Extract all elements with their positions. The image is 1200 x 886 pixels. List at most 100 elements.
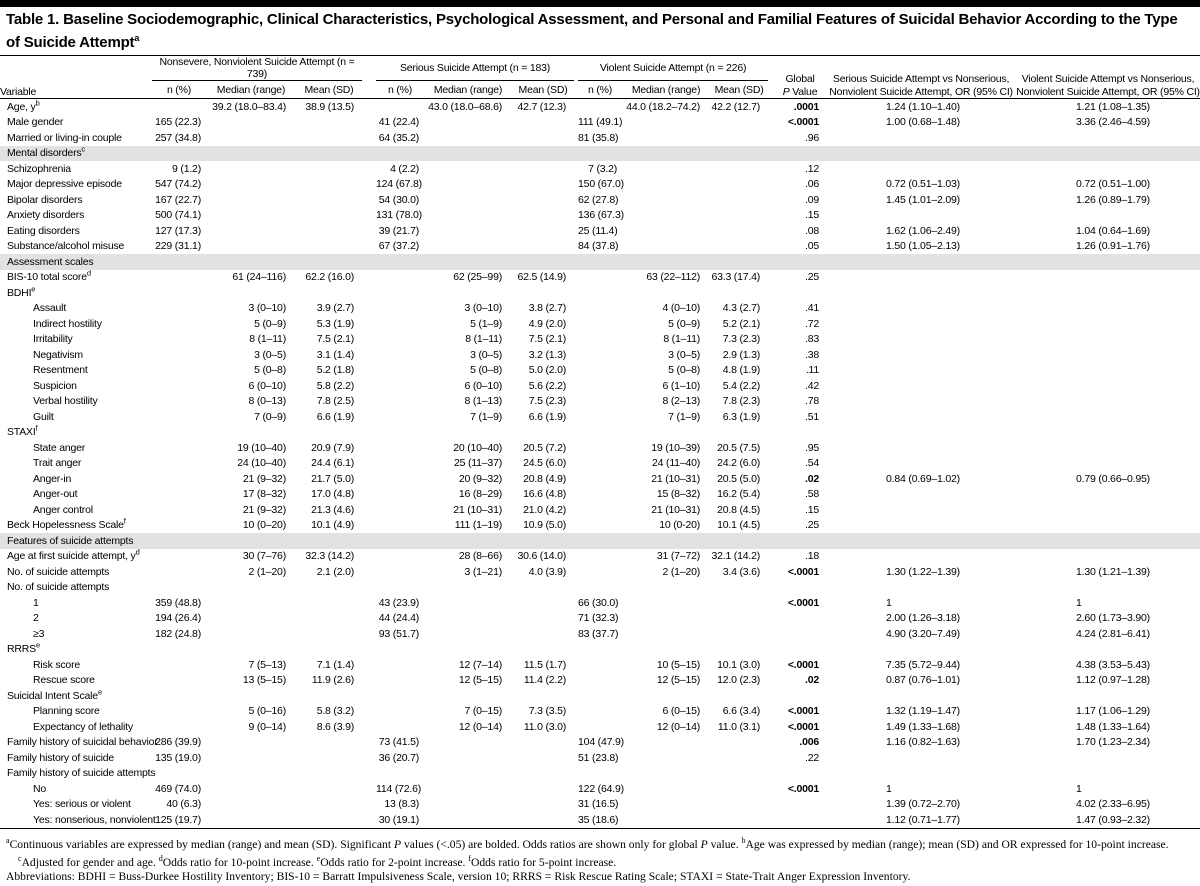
table-row: Planning score 5 (0–16) 5.8 (3.2) 7 (0–15) 7… (0, 704, 1200, 720)
cell: 5 (0–8) (470, 364, 503, 377)
cell: 83 (37.7) (578, 627, 619, 640)
cell (512, 192, 574, 208)
cell: 10 (0–20) (242, 519, 286, 532)
cell (826, 347, 1016, 363)
cell: .51 (805, 410, 820, 423)
cell: 20.5 (5.0) (717, 472, 761, 485)
cell: 6.3 (1.9) (722, 410, 761, 423)
cell: 6.6 (3.4) (722, 705, 761, 718)
header-group-violent: Violent Suicide Attempt (n = 226) (578, 55, 769, 81)
gap-cell (362, 518, 376, 534)
cell (1016, 518, 1200, 534)
cell: .18 (805, 550, 820, 563)
table-body: Age, yb 39.2 (18.0–83.4) 38.9 (13.5) 43.0 (… (0, 99, 1200, 828)
cell (622, 735, 710, 751)
cell: 5.8 (3.2) (316, 705, 355, 718)
cell: 21.0 (4.2) (523, 503, 567, 516)
table-row: Major depressive episode 547 (74.2) 124 (6… (0, 177, 1200, 193)
cell (376, 518, 424, 534)
cell: 20.8 (4.9) (523, 472, 567, 485)
row-label: Anger-out (33, 488, 78, 501)
cell: 39 (21.7) (378, 224, 420, 237)
cell: 167 (22.7) (155, 193, 201, 206)
gap-cell (362, 270, 376, 286)
cell (424, 161, 512, 177)
cell (826, 440, 1016, 456)
table-row: Suspicion 6 (0–10) 5.8 (2.2) 6 (0–10) 5.6 (2… (0, 378, 1200, 394)
cell: 12.0 (2.3) (717, 674, 761, 687)
row-label: Assault (33, 302, 67, 315)
cell: 41 (22.4) (378, 116, 420, 129)
cell: 17 (8–32) (242, 488, 286, 501)
cell: 1.48 (1.33–1.64) (1076, 720, 1150, 733)
cell (376, 270, 424, 286)
cell (826, 161, 1016, 177)
row-label: Age, yb (7, 98, 40, 113)
cell (622, 161, 710, 177)
cell: 7 (0–15) (464, 705, 503, 718)
cell (152, 549, 206, 565)
cell (710, 750, 768, 766)
cell: 7.3 (2.3) (722, 333, 761, 346)
gap-cell (362, 564, 376, 580)
header-or-violent: Violent Suicide Attempt vs Nonserious, N… (1016, 55, 1200, 99)
cell (578, 456, 622, 472)
cell: .38 (805, 348, 820, 361)
cell: 7 (3.2) (588, 162, 618, 175)
cell (826, 456, 1016, 472)
cell: 16.6 (4.8) (523, 488, 567, 501)
table-row: Anger-in 21 (9–32) 21.7 (5.0) 20 (9–32) 20.8… (0, 471, 1200, 487)
cell (1016, 549, 1200, 565)
subheader-row: n (%) Median (range) Mean (SD) n (%) Med… (0, 80, 1200, 99)
cell: 10.1 (4.5) (717, 519, 761, 532)
cell (296, 812, 362, 828)
table-row: Age, yb 39.2 (18.0–83.4) 38.9 (13.5) 43.0 (… (0, 99, 1200, 115)
cell: 4.02 (2.33–6.95) (1076, 798, 1150, 811)
cell: 8 (2–13) (662, 395, 701, 408)
cell: 2.60 (1.73–3.90) (1076, 612, 1150, 625)
cell: 1.12 (0.97–1.28) (1076, 674, 1150, 687)
cell (578, 378, 622, 394)
cell (152, 316, 206, 332)
cell: 3 (0–5) (254, 348, 286, 361)
cell: 1 (1076, 596, 1082, 609)
gap-cell (362, 347, 376, 363)
cell (774, 626, 826, 642)
cell: .02 (805, 674, 820, 687)
row-label: Schizophrenia (7, 162, 71, 175)
cell: 4 (2.2) (390, 162, 420, 175)
gap-cell (362, 471, 376, 487)
cell (578, 409, 622, 425)
cell (424, 611, 512, 627)
cell (296, 735, 362, 751)
table-header: Variable Nonsevere, Nonviolent Suicide A… (0, 55, 1200, 99)
cell: 20.8 (4.5) (717, 503, 761, 516)
cell: 12 (5–15) (458, 674, 503, 687)
cell (206, 750, 296, 766)
cell (424, 192, 512, 208)
subheader-median: Median (range) (424, 80, 513, 99)
cell: 11.0 (3.1) (717, 720, 761, 733)
cell (206, 130, 296, 146)
cell (578, 673, 622, 689)
cell (152, 657, 206, 673)
gap-cell (362, 115, 376, 131)
row-label: Substance/alcohol misuse (7, 240, 125, 253)
cell (578, 518, 622, 534)
gap-cell (362, 332, 376, 348)
cell: 7.1 (1.4) (316, 658, 355, 671)
row-label: Assessment scales (0, 254, 1200, 270)
gap-cell (362, 750, 376, 766)
cell: 3 (0–5) (470, 348, 503, 361)
row-label: Guilt (33, 410, 54, 423)
gap-cell (362, 595, 376, 611)
subheader-n: n (%) (376, 80, 425, 99)
cell: 8 (0–13) (248, 395, 286, 408)
footnote-line: aContinuous variables are expressed by m… (6, 835, 1169, 869)
cell (512, 611, 574, 627)
cell (710, 223, 768, 239)
cell: 15 (8–32) (656, 488, 701, 501)
cell (512, 626, 574, 642)
subheader-median: Median (range) (622, 80, 711, 99)
cell: .96 (805, 131, 820, 144)
